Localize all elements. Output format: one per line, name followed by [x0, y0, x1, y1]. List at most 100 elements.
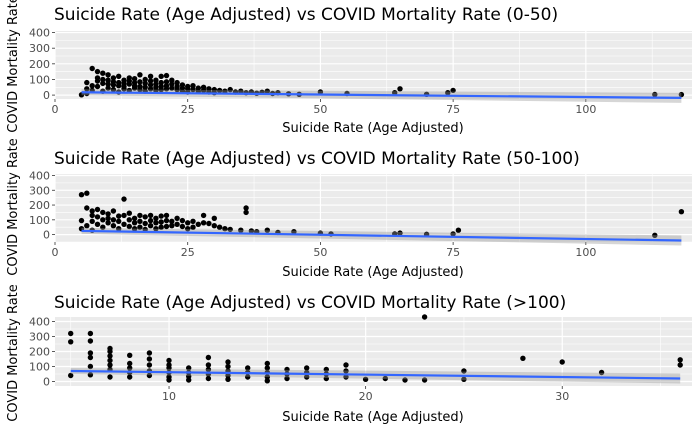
data-point	[153, 87, 159, 94]
data-point	[227, 86, 233, 93]
data-point	[131, 79, 138, 86]
data-point	[100, 209, 106, 216]
data-point	[243, 209, 249, 216]
plot-area: 0 25 50 75 100 0 100 200 300 400	[29, 169, 692, 259]
data-point	[100, 217, 106, 223]
data-point	[121, 196, 127, 202]
regression-line	[81, 91, 682, 100]
data-point	[100, 224, 106, 230]
data-point	[323, 375, 329, 382]
data-point	[131, 226, 138, 232]
data-point	[147, 86, 154, 92]
data-point	[190, 83, 196, 89]
y-axis-label: COVID Mortality Rate	[6, 284, 21, 421]
data-point	[153, 77, 159, 83]
data-point	[153, 220, 159, 226]
data-point	[68, 372, 74, 379]
data-point	[284, 366, 290, 373]
data-point	[78, 192, 85, 198]
data-point	[678, 91, 685, 98]
x-tick-label: 30	[555, 390, 569, 403]
data-point	[264, 365, 270, 371]
data-point	[107, 374, 113, 380]
data-point	[158, 79, 164, 86]
data-point	[100, 76, 106, 83]
chart-title: Suicide Rate (Age Adjusted) vs COVID Mor…	[54, 149, 580, 169]
data-point	[87, 330, 94, 337]
data-point	[163, 212, 170, 219]
data-point	[169, 81, 175, 87]
data-point	[397, 230, 403, 236]
data-point	[163, 86, 170, 92]
y-tick-label: 100	[29, 361, 50, 374]
data-point	[121, 86, 127, 92]
data-point	[174, 221, 180, 227]
x-tick-label: 50	[313, 103, 327, 116]
data-point	[68, 339, 74, 345]
data-point	[89, 208, 95, 214]
chart-title: Suicide Rate (Age Adjusted) vs COVID Mor…	[54, 293, 566, 313]
data-point	[116, 226, 122, 232]
data-point	[652, 91, 658, 98]
data-point	[245, 365, 251, 371]
data-point	[110, 86, 117, 93]
x-tick-label: 0	[52, 246, 59, 259]
data-point	[107, 357, 113, 364]
data-point	[158, 73, 164, 80]
data-point	[169, 85, 175, 91]
data-point	[211, 223, 217, 229]
data-point	[89, 212, 95, 219]
data-point	[186, 377, 192, 383]
data-point	[362, 376, 369, 382]
data-point	[174, 86, 180, 93]
data-point	[153, 215, 159, 221]
data-point	[116, 218, 122, 224]
y-tick-label: 200	[29, 199, 50, 212]
data-point	[652, 232, 658, 238]
regression-line	[70, 369, 681, 380]
data-point	[343, 374, 349, 380]
data-point	[142, 226, 148, 233]
data-point	[84, 190, 90, 196]
data-points	[78, 190, 685, 238]
data-point	[455, 227, 462, 233]
y-tick-label: 0	[43, 376, 50, 389]
data-point	[445, 90, 451, 96]
y-tick-label: 100	[29, 214, 50, 227]
data-point	[166, 377, 172, 383]
x-axis-label: Suicide Rate (Age Adjusted)	[282, 265, 464, 280]
plot-area: 0 25 50 75 100 0 100 200 300 400	[29, 27, 692, 116]
data-point	[158, 213, 164, 219]
data-point	[78, 217, 85, 224]
data-point	[598, 369, 605, 376]
data-point	[163, 79, 170, 85]
data-point	[84, 79, 90, 86]
data-point	[238, 227, 244, 233]
data-point	[146, 356, 153, 362]
data-point	[126, 78, 132, 84]
data-point	[94, 83, 101, 90]
data-point	[137, 72, 143, 78]
data-point	[185, 226, 191, 232]
data-point	[323, 366, 329, 373]
data-point	[450, 231, 456, 237]
x-tick-label: 75	[446, 246, 460, 259]
data-point	[677, 362, 683, 368]
y-tick-label: 400	[29, 27, 50, 40]
data-point	[127, 365, 133, 371]
data-point	[205, 354, 212, 361]
data-point	[94, 75, 101, 81]
data-point	[402, 377, 408, 383]
data-point	[190, 218, 196, 224]
x-tick-label: 100	[575, 103, 596, 116]
data-point	[126, 223, 132, 230]
data-point	[116, 73, 122, 80]
data-point	[87, 350, 94, 356]
data-point	[146, 372, 153, 379]
data-point	[153, 226, 159, 232]
data-point	[304, 365, 310, 371]
data-point	[105, 220, 111, 226]
data-point	[105, 211, 111, 217]
data-point	[131, 85, 138, 91]
chart-panel-50-100: 0 25 50 75 100 0 100 200 300 400 Suicide Rate (Ag…	[6, 138, 692, 280]
